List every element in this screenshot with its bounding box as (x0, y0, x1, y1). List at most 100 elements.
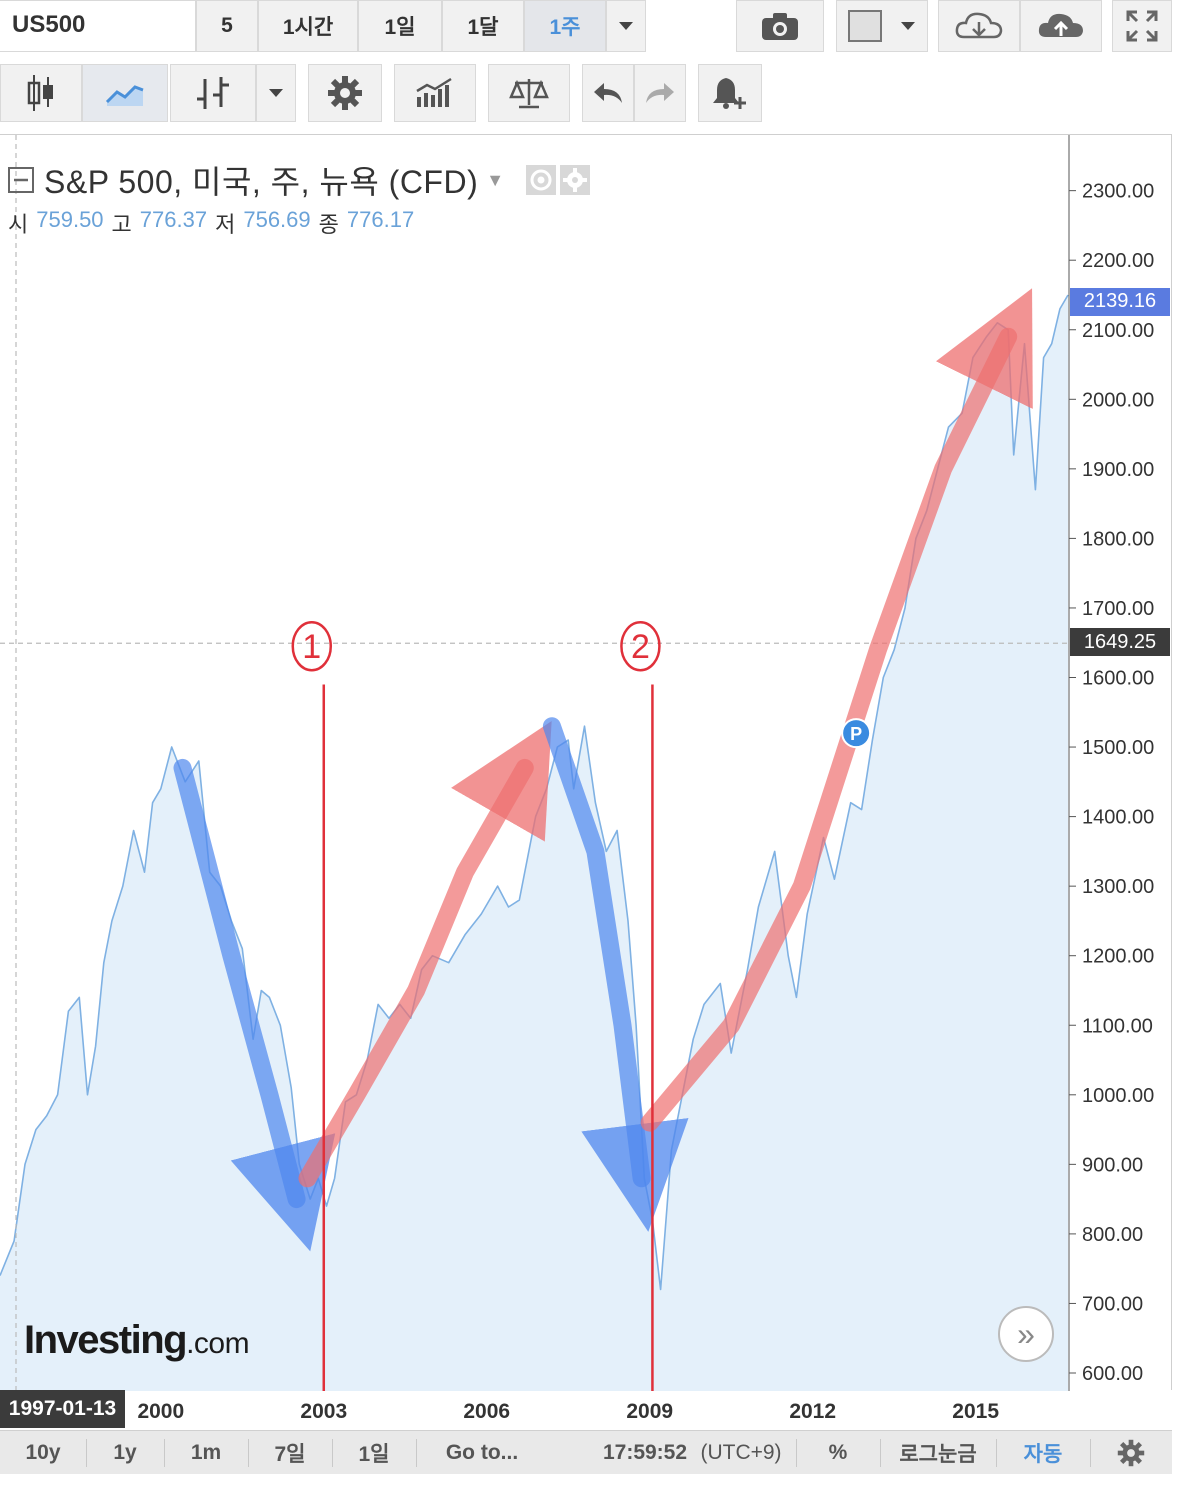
gear-icon (1117, 1439, 1145, 1467)
log-scale-toggle[interactable]: 로그눈금 (899, 1443, 977, 1466)
high-label: 고 (111, 212, 132, 237)
indicators-icon (416, 77, 452, 107)
x-axis-cursor-date: 1997-01-13 (0, 1390, 125, 1428)
event-marker-label: P (850, 724, 862, 744)
low-value: 756.69 (243, 207, 311, 232)
interval-1h[interactable]: 1시간 (258, 0, 358, 52)
settings-button[interactable] (308, 64, 382, 122)
last-price-badge: 2139.16 (1070, 287, 1170, 316)
screenshot-button[interactable] (736, 0, 824, 52)
divider (996, 1439, 997, 1467)
candlestick-chart-button[interactable] (0, 64, 82, 122)
x-tick-label: 2006 (463, 1400, 511, 1423)
divider (796, 1439, 797, 1467)
y-tick-label: 900.00 (1082, 1154, 1143, 1176)
collapse-icon[interactable] (8, 167, 34, 193)
color-swatch-icon (848, 10, 915, 42)
percent-scale-toggle[interactable]: % (828, 1441, 848, 1464)
redo-icon (646, 83, 674, 103)
range-1y[interactable]: 1y (113, 1441, 137, 1464)
goto-date-button[interactable]: Go to... (445, 1441, 519, 1464)
divider (86, 1439, 87, 1467)
crosshair (0, 135, 1068, 1391)
scroll-to-latest-button[interactable]: » (998, 1306, 1054, 1362)
divider (416, 1439, 417, 1467)
series-settings-icon[interactable] (560, 165, 591, 195)
y-tick-label: 1200.00 (1082, 946, 1154, 968)
divider (880, 1439, 881, 1467)
cloud-download-button[interactable] (938, 0, 1020, 52)
chart-area[interactable]: 600.00 700.00 800.00 900.00 1000.00 1100.00 12… (0, 134, 1172, 1391)
divider (332, 1439, 333, 1467)
y-tick-label: 1800.00 (1082, 528, 1154, 550)
bottom-bar: 10y 1y 1m 7일 1일 Go to... 17:59:52 (UTC+9… (0, 1430, 1172, 1474)
cloud-download-icon (955, 12, 1003, 39)
close-label: 종 (318, 212, 339, 237)
chart-settings-button[interactable] (1090, 1431, 1172, 1475)
undo-button[interactable] (582, 64, 634, 122)
x-tick-label: 2012 (789, 1400, 837, 1423)
undo-icon (594, 83, 622, 103)
red-arrow-rise-1 (298, 721, 552, 1188)
instrument-title: S&P 500, 미국, 주, 뉴욕 (CFD) (44, 164, 479, 200)
annotation-marker-1-label: 1 (302, 628, 321, 666)
price-area-series (0, 294, 1069, 1391)
double-chevron-right-icon: » (1017, 1315, 1035, 1352)
y-axis: 600.00 700.00 800.00 900.00 1000.00 1100.00 12… (1068, 135, 1154, 1391)
area-chart-button[interactable] (82, 64, 168, 122)
interval-1mo[interactable]: 1달 (442, 0, 524, 52)
visibility-icon[interactable] (526, 165, 557, 195)
interval-1w[interactable]: 1주 (524, 0, 606, 52)
scale-balance-icon (509, 79, 549, 109)
cloud-upload-icon (1038, 13, 1083, 37)
chevron-down-icon (619, 22, 633, 30)
interval-1d[interactable]: 1일 (358, 0, 442, 52)
add-alert-button[interactable] (698, 64, 762, 122)
price-area-fill (0, 295, 1068, 1391)
clock-time: 17:59:52 (602, 1441, 688, 1464)
y-tick-label: 1500.00 (1082, 737, 1154, 759)
camera-icon (762, 13, 798, 40)
cloud-upload-button[interactable] (1020, 0, 1102, 52)
redo-button[interactable] (634, 64, 686, 122)
symbol-input[interactable]: US500 (0, 0, 196, 52)
timezone-button[interactable]: (UTC+9) (700, 1441, 782, 1464)
bar-chart-button[interactable] (170, 64, 256, 122)
interval-5[interactable]: 5 (196, 0, 258, 52)
interval-dropdown-button[interactable] (606, 0, 646, 52)
chart-type-dropdown-button[interactable] (256, 64, 296, 122)
area-chart-icon (105, 85, 144, 106)
range-10y[interactable]: 10y (25, 1441, 61, 1464)
chevron-down-icon (269, 89, 283, 97)
range-1m[interactable]: 1m (190, 1441, 222, 1464)
close-value: 776.17 (346, 207, 415, 232)
x-tick-label: 2000 (137, 1400, 185, 1423)
fullscreen-button[interactable] (1112, 0, 1172, 52)
y-tick-label: 1300.00 (1082, 876, 1154, 898)
event-marker (841, 718, 872, 749)
caret-down-icon[interactable]: ▼ (486, 169, 505, 190)
annotation-marker-1-circle (291, 620, 333, 672)
open-label: 시 (8, 212, 29, 237)
range-7d[interactable]: 7일 (274, 1443, 306, 1466)
chart-tools-toolbar (0, 64, 1192, 124)
compare-button[interactable] (488, 64, 570, 122)
x-tick-label: 2003 (300, 1400, 348, 1423)
logo-suffix: .com (186, 1327, 250, 1360)
color-picker-button[interactable] (836, 0, 928, 52)
y-tick-label: 1000.00 (1082, 1085, 1154, 1107)
high-value: 776.37 (139, 207, 208, 232)
divider (164, 1439, 165, 1467)
candlestick-icon (27, 75, 53, 111)
range-1d[interactable]: 1일 (358, 1443, 390, 1466)
auto-scale-toggle[interactable]: 자동 (1023, 1443, 1063, 1466)
annotation-marker-2-circle (620, 620, 661, 672)
x-tick-label: 2015 (952, 1400, 999, 1423)
x-tick-label: 2009 (626, 1400, 674, 1423)
blue-arrow-decline-2 (542, 717, 689, 1232)
indicators-button[interactable] (394, 64, 476, 122)
low-label: 저 (215, 212, 236, 237)
y-tick-label: 1700.00 (1082, 598, 1154, 620)
blue-arrow-decline-1 (173, 758, 336, 1252)
y-tick-label: 2100.00 (1082, 320, 1154, 342)
